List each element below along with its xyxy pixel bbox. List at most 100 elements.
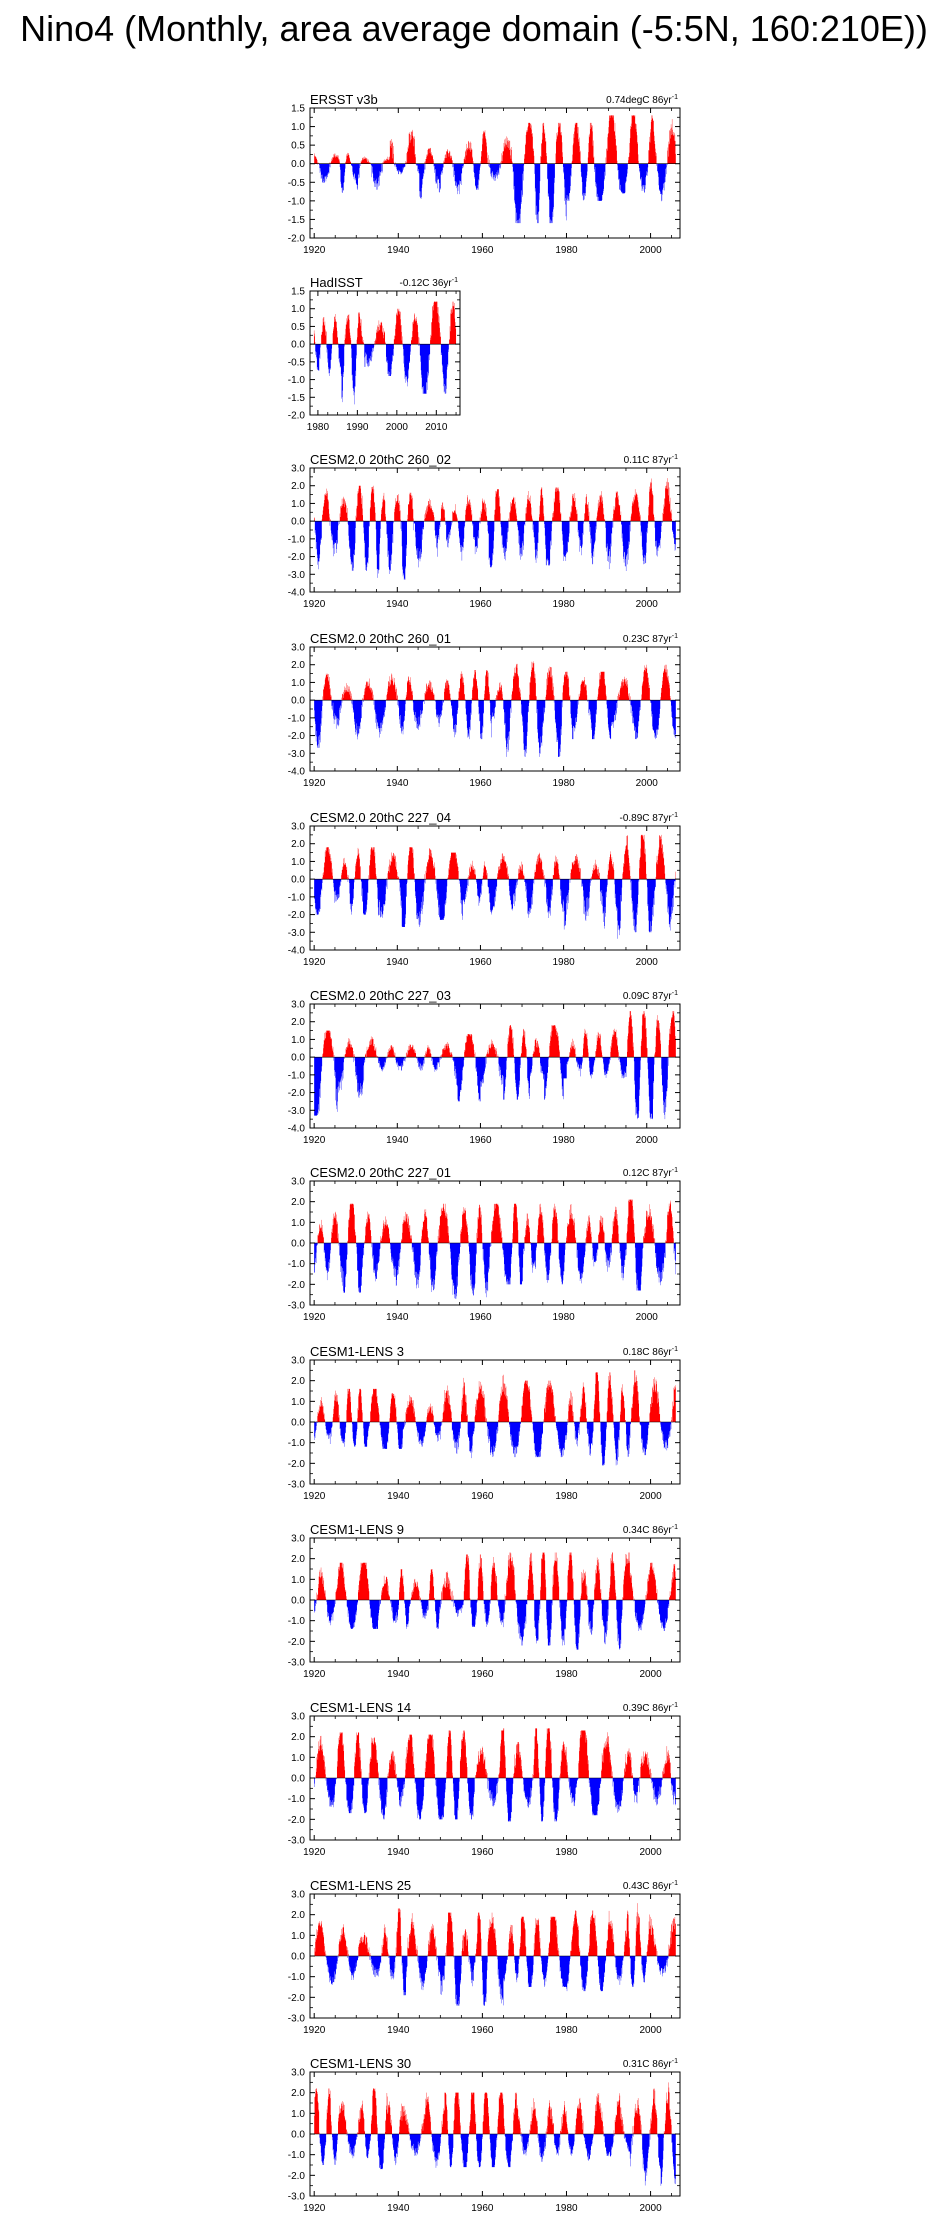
trend-label: 0.18C 86yr-1 — [623, 1346, 678, 1358]
y-tick-label: -0.5 — [288, 357, 306, 368]
y-tick-label: -2.0 — [288, 411, 306, 422]
y-tick-label: -1.0 — [288, 713, 306, 724]
y-tick-label: 3.0 — [291, 822, 305, 833]
negative-anomaly-fill — [319, 2134, 676, 2186]
x-tick-label: 1940 — [386, 1312, 409, 1323]
panel-8: -3.0 -2.0 -1.0 0.0 1.0 2.0 3.0 1920 1940 1960 1980… — [288, 1344, 681, 1502]
panel-2: -2.0 -1.5 -1.0 -0.5 0.0 0.5 1.0 1.5 1980 1990 2000… — [288, 275, 461, 433]
negative-anomaly-fill — [314, 1422, 673, 1466]
positive-anomaly-fill — [314, 478, 673, 522]
x-tick-label: 2010 — [425, 422, 448, 433]
trend-label: 0.74degC 86yr-1 — [606, 94, 678, 106]
x-tick-label: 1980 — [552, 957, 575, 968]
y-tick-label: -3.0 — [288, 1301, 306, 1312]
y-tick-label: 3.0 — [291, 1000, 305, 1011]
x-tick-label: 1960 — [469, 1135, 492, 1146]
x-tick-label: 1920 — [303, 1135, 326, 1146]
y-tick-label: -1.0 — [288, 2150, 306, 2161]
trend-label: 0.39C 86yr-1 — [623, 1702, 678, 1714]
y-tick-label: 1.5 — [291, 287, 305, 298]
panel-title: CESM2.0 20thC 227_03 — [310, 988, 451, 1003]
x-tick-label: 1940 — [387, 2025, 410, 2036]
negative-anomaly-fill — [314, 1600, 670, 1650]
y-tick-label: 2.0 — [291, 2088, 305, 2099]
y-tick-label: 0.0 — [291, 1053, 305, 1064]
y-tick-label: 1.0 — [291, 499, 305, 510]
trend-label: -0.89C 87yr-1 — [620, 812, 679, 824]
y-tick-label: -2.0 — [288, 1280, 306, 1291]
trend-label: 0.43C 86yr-1 — [623, 1880, 678, 1892]
y-tick-label: -1.0 — [288, 1616, 306, 1627]
panel-title: CESM1-LENS 14 — [310, 1700, 411, 1715]
negative-anomaly-fill — [317, 163, 668, 224]
y-tick-label: -3.0 — [288, 570, 306, 581]
y-tick-label: 3.0 — [291, 464, 305, 475]
x-tick-label: 1980 — [555, 1491, 578, 1502]
y-tick-label: -2.0 — [288, 1815, 306, 1826]
x-tick-label: 2000 — [636, 599, 659, 610]
y-tick-label: -3.0 — [288, 2192, 306, 2203]
y-tick-label: -1.0 — [288, 375, 306, 386]
y-tick-label: 0.0 — [291, 1774, 305, 1785]
x-tick-label: 2000 — [639, 1669, 662, 1680]
y-tick-label: 0.0 — [291, 1952, 305, 1963]
y-tick-label: 1.0 — [291, 857, 305, 868]
x-tick-label: 1920 — [303, 1847, 326, 1858]
y-tick-label: -3.0 — [288, 2014, 306, 2025]
y-tick-label: 0.0 — [291, 1418, 305, 1429]
y-tick-label: 0.5 — [291, 322, 305, 333]
negative-anomaly-fill — [314, 1778, 676, 1822]
x-tick-label: 1940 — [387, 2203, 410, 2214]
x-tick-label: 2000 — [639, 245, 662, 256]
trend-label: 0.11C 87yr-1 — [624, 454, 679, 466]
panel-title: CESM2.0 20thC 227_01 — [310, 1165, 451, 1180]
y-tick-label: -4.0 — [288, 767, 306, 778]
y-tick-label: 0.0 — [291, 1596, 305, 1607]
panel-title: ERSST v3b — [310, 92, 378, 107]
x-tick-label: 1980 — [307, 422, 330, 433]
y-tick-label: 3.0 — [291, 1890, 305, 1901]
trend-label: 0.12C 87yr-1 — [623, 1167, 678, 1179]
y-tick-label: -3.0 — [288, 1658, 306, 1669]
y-tick-label: 2.0 — [291, 1910, 305, 1921]
negative-anomaly-fill — [314, 700, 676, 757]
y-tick-label: -2.0 — [288, 2171, 306, 2182]
y-tick-label: -2.0 — [288, 1088, 306, 1099]
x-tick-label: 1980 — [552, 599, 575, 610]
x-tick-label: 1960 — [471, 1669, 494, 1680]
x-tick-label: 1920 — [303, 957, 326, 968]
y-tick-label: 2.0 — [291, 660, 305, 671]
x-tick-label: 1980 — [555, 2203, 578, 2214]
y-tick-label: -1.0 — [288, 196, 306, 207]
y-tick-label: -2.0 — [288, 731, 306, 742]
y-tick-label: -1.5 — [288, 215, 306, 226]
x-tick-label: 1960 — [471, 1491, 494, 1502]
y-tick-label: -1.0 — [288, 1070, 306, 1081]
x-tick-label: 1980 — [555, 1847, 578, 1858]
x-tick-label: 1940 — [387, 1847, 410, 1858]
y-tick-label: 0.0 — [291, 696, 305, 707]
negative-anomaly-fill — [314, 1956, 669, 2006]
positive-anomaly-fill — [316, 1370, 676, 1422]
panel-title: CESM1-LENS 9 — [310, 1522, 404, 1537]
y-tick-label: 1.0 — [291, 678, 305, 689]
x-tick-label: 1960 — [471, 2203, 494, 2214]
x-tick-label: 1980 — [552, 1312, 575, 1323]
y-tick-label: 0.0 — [291, 517, 305, 528]
positive-anomaly-fill — [316, 1552, 676, 1600]
trend-label: 0.23C 87yr-1 — [623, 633, 678, 645]
y-tick-label: 0.0 — [291, 340, 305, 351]
positive-anomaly-fill — [313, 301, 457, 345]
y-tick-label: -2.0 — [288, 234, 306, 245]
y-tick-label: -1.0 — [288, 534, 306, 545]
y-tick-label: -2.0 — [288, 910, 306, 921]
y-tick-label: -4.0 — [288, 946, 306, 957]
y-tick-label: 2.0 — [291, 1197, 305, 1208]
y-tick-label: 1.0 — [291, 1397, 305, 1408]
panel-9: -3.0 -2.0 -1.0 0.0 1.0 2.0 3.0 1920 1940 1960 1980… — [288, 1522, 681, 1680]
x-tick-label: 2000 — [636, 1135, 659, 1146]
trend-label: 0.31C 86yr-1 — [623, 2058, 678, 2070]
y-tick-label: 0.0 — [291, 875, 305, 886]
y-tick-label: -1.0 — [288, 1794, 306, 1805]
x-tick-label: 1920 — [303, 1491, 326, 1502]
